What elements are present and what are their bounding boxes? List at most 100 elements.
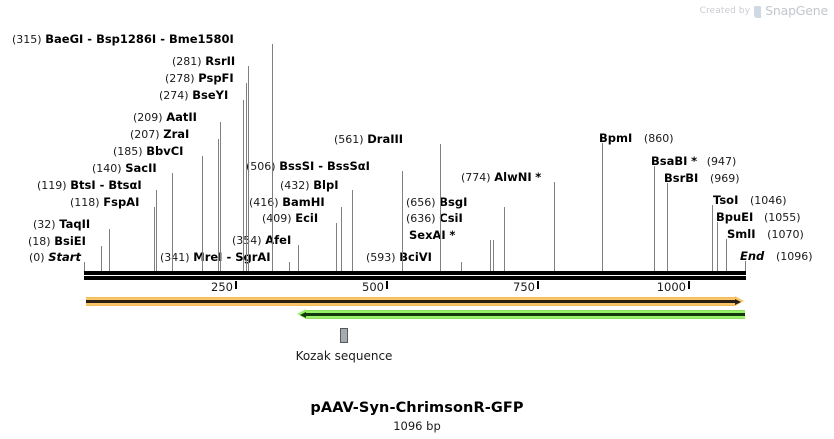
- enzyme-position-274: (274): [159, 89, 189, 102]
- lead-line-409: [336, 223, 337, 274]
- enzyme-name-209: AatII: [166, 110, 197, 124]
- enzyme-label-636[interactable]: (636) CsiI: [406, 211, 463, 226]
- enzyme-name-140: SacII: [125, 161, 157, 175]
- ruler-tick-250: [235, 281, 237, 289]
- end-marker-label[interactable]: End (1096): [740, 250, 813, 264]
- ruler-tick-1000: [688, 281, 690, 289]
- enzyme-position-315: (315): [12, 33, 42, 46]
- enzyme-label-315[interactable]: (315) BaeGI - Bsp1286I - Bme1580I: [12, 33, 234, 47]
- plasmid-length-label: 1096 bp: [393, 419, 441, 433]
- enzyme-star-947: *: [691, 154, 698, 168]
- lead-line-207: [218, 139, 219, 274]
- snapgene-watermark: Created by SnapGene: [699, 3, 829, 18]
- enzyme-position-409: (409): [262, 212, 292, 225]
- lead-line-774: [554, 182, 555, 274]
- sequence-backbone-top: [84, 271, 746, 275]
- enzyme-name-274: BseYI: [192, 88, 229, 102]
- enzyme-label-119[interactable]: (119) BtsI - BtsαI: [37, 178, 142, 193]
- enzyme-label-281[interactable]: (281) RsrII: [172, 54, 236, 69]
- lead-line-506: [402, 171, 403, 274]
- enzyme-label-209[interactable]: (209) AatII: [133, 110, 197, 125]
- lead-line-969: [667, 183, 668, 274]
- lead-line-209: [220, 122, 221, 274]
- enzyme-name-119: BtsI - BtsαI: [70, 178, 142, 192]
- lead-line-561: [440, 144, 441, 274]
- enzyme-position-1055: (1055): [763, 211, 801, 224]
- enzyme-position-140: (140): [92, 162, 122, 175]
- orange-feature-arrow[interactable]: [86, 296, 744, 306]
- enzyme-position-278: (278): [165, 72, 195, 85]
- enzyme-position-593: (593): [366, 251, 396, 264]
- enzyme-name-947: BsaBI: [651, 154, 688, 168]
- lead-line-947: [654, 166, 655, 274]
- enzyme-name-636: CsiI: [439, 211, 463, 225]
- green-feature-arrow[interactable]: [297, 309, 745, 319]
- enzyme-name-118: FspAI: [103, 195, 140, 209]
- enzyme-position-432: (432): [280, 179, 310, 192]
- enzyme-position-656: (656): [406, 196, 436, 209]
- enzyme-position-207: (207): [130, 128, 160, 141]
- ruler-label-250: 250: [211, 280, 233, 294]
- enzyme-name-409: EciI: [295, 211, 319, 225]
- enzyme-label-969[interactable]: BsrBI (969): [664, 172, 740, 186]
- enzyme-label-118[interactable]: (118) FspAI: [70, 195, 140, 210]
- enzyme-label-432[interactable]: (432) BlpI: [280, 178, 339, 193]
- lead-line-593: [461, 262, 462, 274]
- enzyme-label-561[interactable]: (561) DraIII: [334, 133, 403, 147]
- lead-line-18: [101, 246, 102, 274]
- orange-feature-arrowhead-core: [735, 298, 741, 305]
- ruler-label-1000: 1000: [656, 280, 686, 294]
- enzyme-label-1070[interactable]: SmlI (1070): [727, 228, 804, 242]
- enzyme-label-1055[interactable]: BpuEI (1055): [716, 211, 801, 225]
- enzyme-label-656[interactable]: (656) BsgI: [406, 196, 467, 210]
- lead-line-185: [202, 156, 203, 274]
- enzyme-label-1046[interactable]: TsoI (1046): [713, 194, 787, 208]
- enzyme-label-409[interactable]: (409) EciI: [262, 211, 319, 226]
- enzyme-star-774: *: [535, 170, 542, 184]
- start-text: Start: [48, 250, 81, 264]
- enzyme-label-593[interactable]: (593) BciVI: [366, 250, 432, 265]
- enzyme-label-32[interactable]: (32) TaqII: [33, 218, 90, 232]
- enzyme-position-860: (860): [643, 132, 674, 145]
- enzyme-position-185: (185): [113, 145, 143, 158]
- enzyme-label-278[interactable]: (278) PspFI: [165, 72, 234, 86]
- enzyme-label-774[interactable]: (774) AlwNI *: [461, 170, 542, 185]
- enzyme-position-947: (947): [706, 155, 737, 168]
- enzyme-label-185[interactable]: (185) BbvCI: [113, 144, 184, 159]
- kozak-sequence-label: Kozak sequence: [295, 349, 393, 363]
- lead-line-1046: [712, 205, 713, 274]
- kozak-sequence-marker[interactable]: [340, 328, 348, 343]
- enzyme-name-774: AlwNI: [494, 170, 532, 184]
- enzyme-position-281: (281): [172, 55, 202, 68]
- enzyme-name-432: BlpI: [313, 178, 339, 192]
- enzyme-label-947[interactable]: BsaBI * (947): [651, 154, 737, 169]
- enzyme-name-185: BbvCI: [146, 144, 184, 158]
- enzyme-name-281: RsrII: [205, 54, 236, 68]
- enzyme-name-341: MreI - SgrAI: [193, 250, 271, 264]
- enzyme-position-506: (506): [246, 160, 276, 173]
- enzyme-label-860[interactable]: BpmI (860): [599, 132, 674, 146]
- enzyme-position-341: (341): [160, 251, 190, 264]
- enzyme-position-561: (561): [334, 133, 364, 146]
- enzyme-label-207[interactable]: (207) ZraI: [130, 128, 189, 142]
- lead-line-32: [109, 229, 110, 274]
- enzyme-label-sexai[interactable]: SexAI *: [409, 229, 455, 242]
- start-marker-label[interactable]: (0) Start: [29, 250, 81, 265]
- lead-line-656: [504, 207, 505, 274]
- lead-line-636: [490, 240, 491, 274]
- enzyme-label-140[interactable]: (140) SacII: [92, 161, 157, 176]
- enzyme-label-354[interactable]: (354) AfeI: [232, 234, 291, 248]
- enzyme-name-18: BsiEI: [54, 234, 86, 248]
- lead-line-140: [172, 173, 173, 274]
- enzyme-label-416[interactable]: (416) BamHI: [249, 196, 325, 210]
- ruler-label-500: 500: [362, 280, 384, 294]
- enzyme-name-593: BciVI: [399, 250, 432, 264]
- enzyme-label-274[interactable]: (274) BseYI: [159, 88, 229, 103]
- enzyme-label-341[interactable]: (341) MreI - SgrAI: [160, 250, 271, 265]
- enzyme-label-18[interactable]: (18) BsiEI: [28, 234, 86, 249]
- enzyme-position-969: (969): [709, 172, 740, 185]
- enzyme-label-506[interactable]: (506) BssSI - BssSαI: [246, 160, 370, 174]
- watermark-created-by-text: Created by: [699, 5, 751, 16]
- lead-line-1055: [717, 222, 718, 274]
